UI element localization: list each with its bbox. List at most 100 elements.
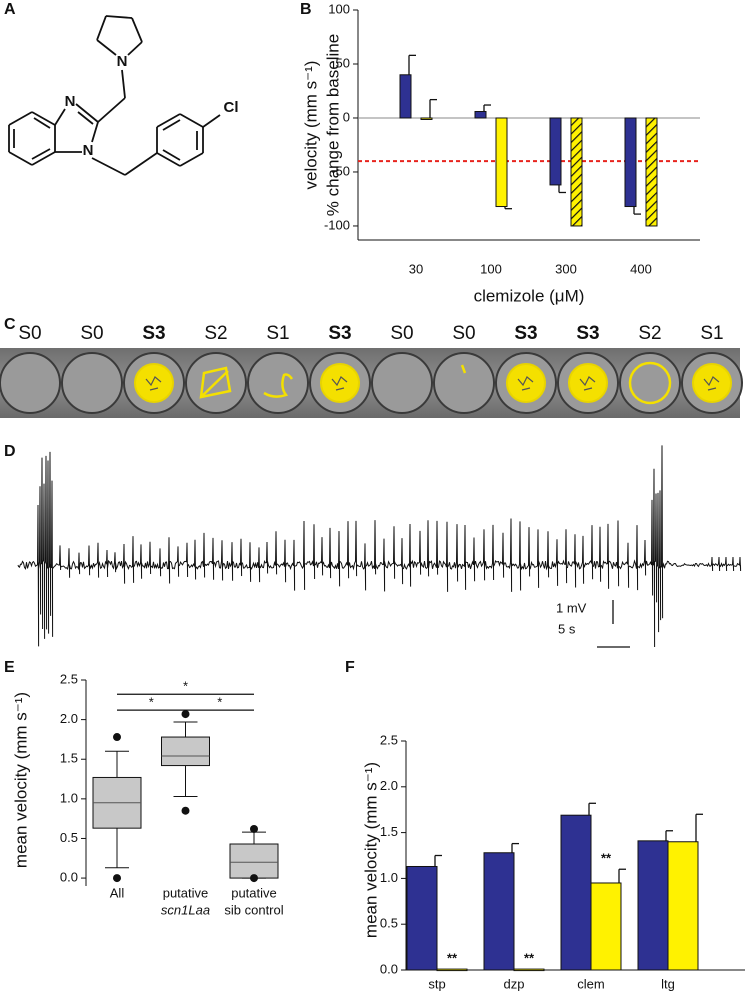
box [229,843,279,879]
bar [549,117,562,186]
well-label: S0 [18,323,41,344]
well-label: S2 [638,323,661,344]
significance-label: ** [447,951,458,966]
x-tick-label: ltg [661,976,675,991]
flier [181,806,190,815]
larva-track [460,364,467,374]
larva-track [628,361,672,405]
y-tick-label: 2.5 [60,671,78,686]
y-tick-label: 0.0 [60,870,78,885]
y-tick-label: -100 [324,217,350,232]
atom-label: N [65,93,76,110]
well-label: S3 [142,323,165,344]
box [161,736,210,767]
x-tick-label: 100 [480,261,502,276]
bar [495,117,508,208]
y-tick-label: 0 [343,109,350,124]
well [247,352,309,414]
wells [0,352,743,414]
y-tick-label: 50 [336,55,350,70]
well-label: S0 [80,323,103,344]
atom-label: N [117,53,128,70]
significance-label: * [149,695,154,710]
bar [560,814,592,971]
y-tick-label: 0.5 [380,916,398,931]
larva-track [199,366,232,399]
larva-track [517,376,534,391]
larva-track [703,376,720,391]
flier [113,874,121,883]
larva-track [134,363,174,403]
bar [513,968,545,972]
y-axis-title: mean velocity (mm s⁻¹) [11,692,30,868]
panel-label: A [4,1,16,18]
significance-label: * [217,695,222,710]
larva-track [320,363,360,403]
larva-track [506,363,546,403]
atom-label: N [83,142,94,159]
well-label: S2 [204,323,227,344]
x-tick-label: scn1Laa [161,902,210,917]
bar [637,840,669,971]
y-tick-label: 2.0 [60,711,78,726]
well-label: S0 [452,323,475,344]
well [371,352,433,414]
panel-label: B [300,1,312,18]
y-axis-title: velocity (mm s⁻¹) [301,61,320,190]
well [433,352,495,414]
x-tick-label: putative [231,885,277,900]
atom-label: Cl [224,99,239,116]
well-label: S3 [514,323,537,344]
well-label: S3 [576,323,599,344]
well [0,352,61,414]
bar [474,111,487,119]
bar [436,968,468,972]
bar [667,841,699,971]
larva-track [331,376,348,391]
significance-label: * [183,679,188,694]
y-tick-label: 1.5 [380,824,398,839]
panel-label: C [4,316,16,333]
y-tick-label: 0.0 [380,961,398,976]
x-tick-label: stp [428,976,445,991]
x-tick-label: sib control [224,902,283,917]
flier [113,733,121,742]
bar [590,882,622,971]
larva-track [263,373,294,398]
y-axis-title: % change from baseline [323,34,342,216]
bar [624,117,637,208]
flier [181,710,190,719]
larva-track [692,363,732,403]
flier [250,874,258,883]
well [61,352,123,414]
panel-label: F [345,659,355,676]
larva-track [145,376,162,391]
y-tick-label: -50 [331,163,350,178]
well-label: S1 [266,323,289,344]
y-axis-title: mean velocity (mm s⁻¹) [361,762,380,938]
y-tick-label: 0.5 [60,830,78,845]
x-axis-title: clemizole (μM) [474,286,585,305]
bar [645,117,658,227]
well-label: S3 [328,323,351,344]
flier [250,824,258,833]
x-tick-label: 400 [630,261,652,276]
well-label: S1 [700,323,723,344]
x-tick-label: 300 [555,261,577,276]
bar [483,852,515,971]
bar [420,117,433,120]
scale-label: 5 s [558,621,576,636]
bar [570,117,583,227]
larva-track [568,363,608,403]
bar [399,74,412,119]
y-tick-label: 1.0 [380,870,398,885]
y-tick-label: 2.5 [380,732,398,747]
larva-track [579,376,596,391]
eeg-trace [17,445,742,648]
significance-label: ** [524,951,535,966]
x-tick-label: All [110,885,125,900]
panel-label: E [4,659,15,676]
y-tick-label: 2.0 [380,778,398,793]
charts: 100 50 0 -50 -100 velocity (mm s⁻¹)% change f… [11,1,745,991]
